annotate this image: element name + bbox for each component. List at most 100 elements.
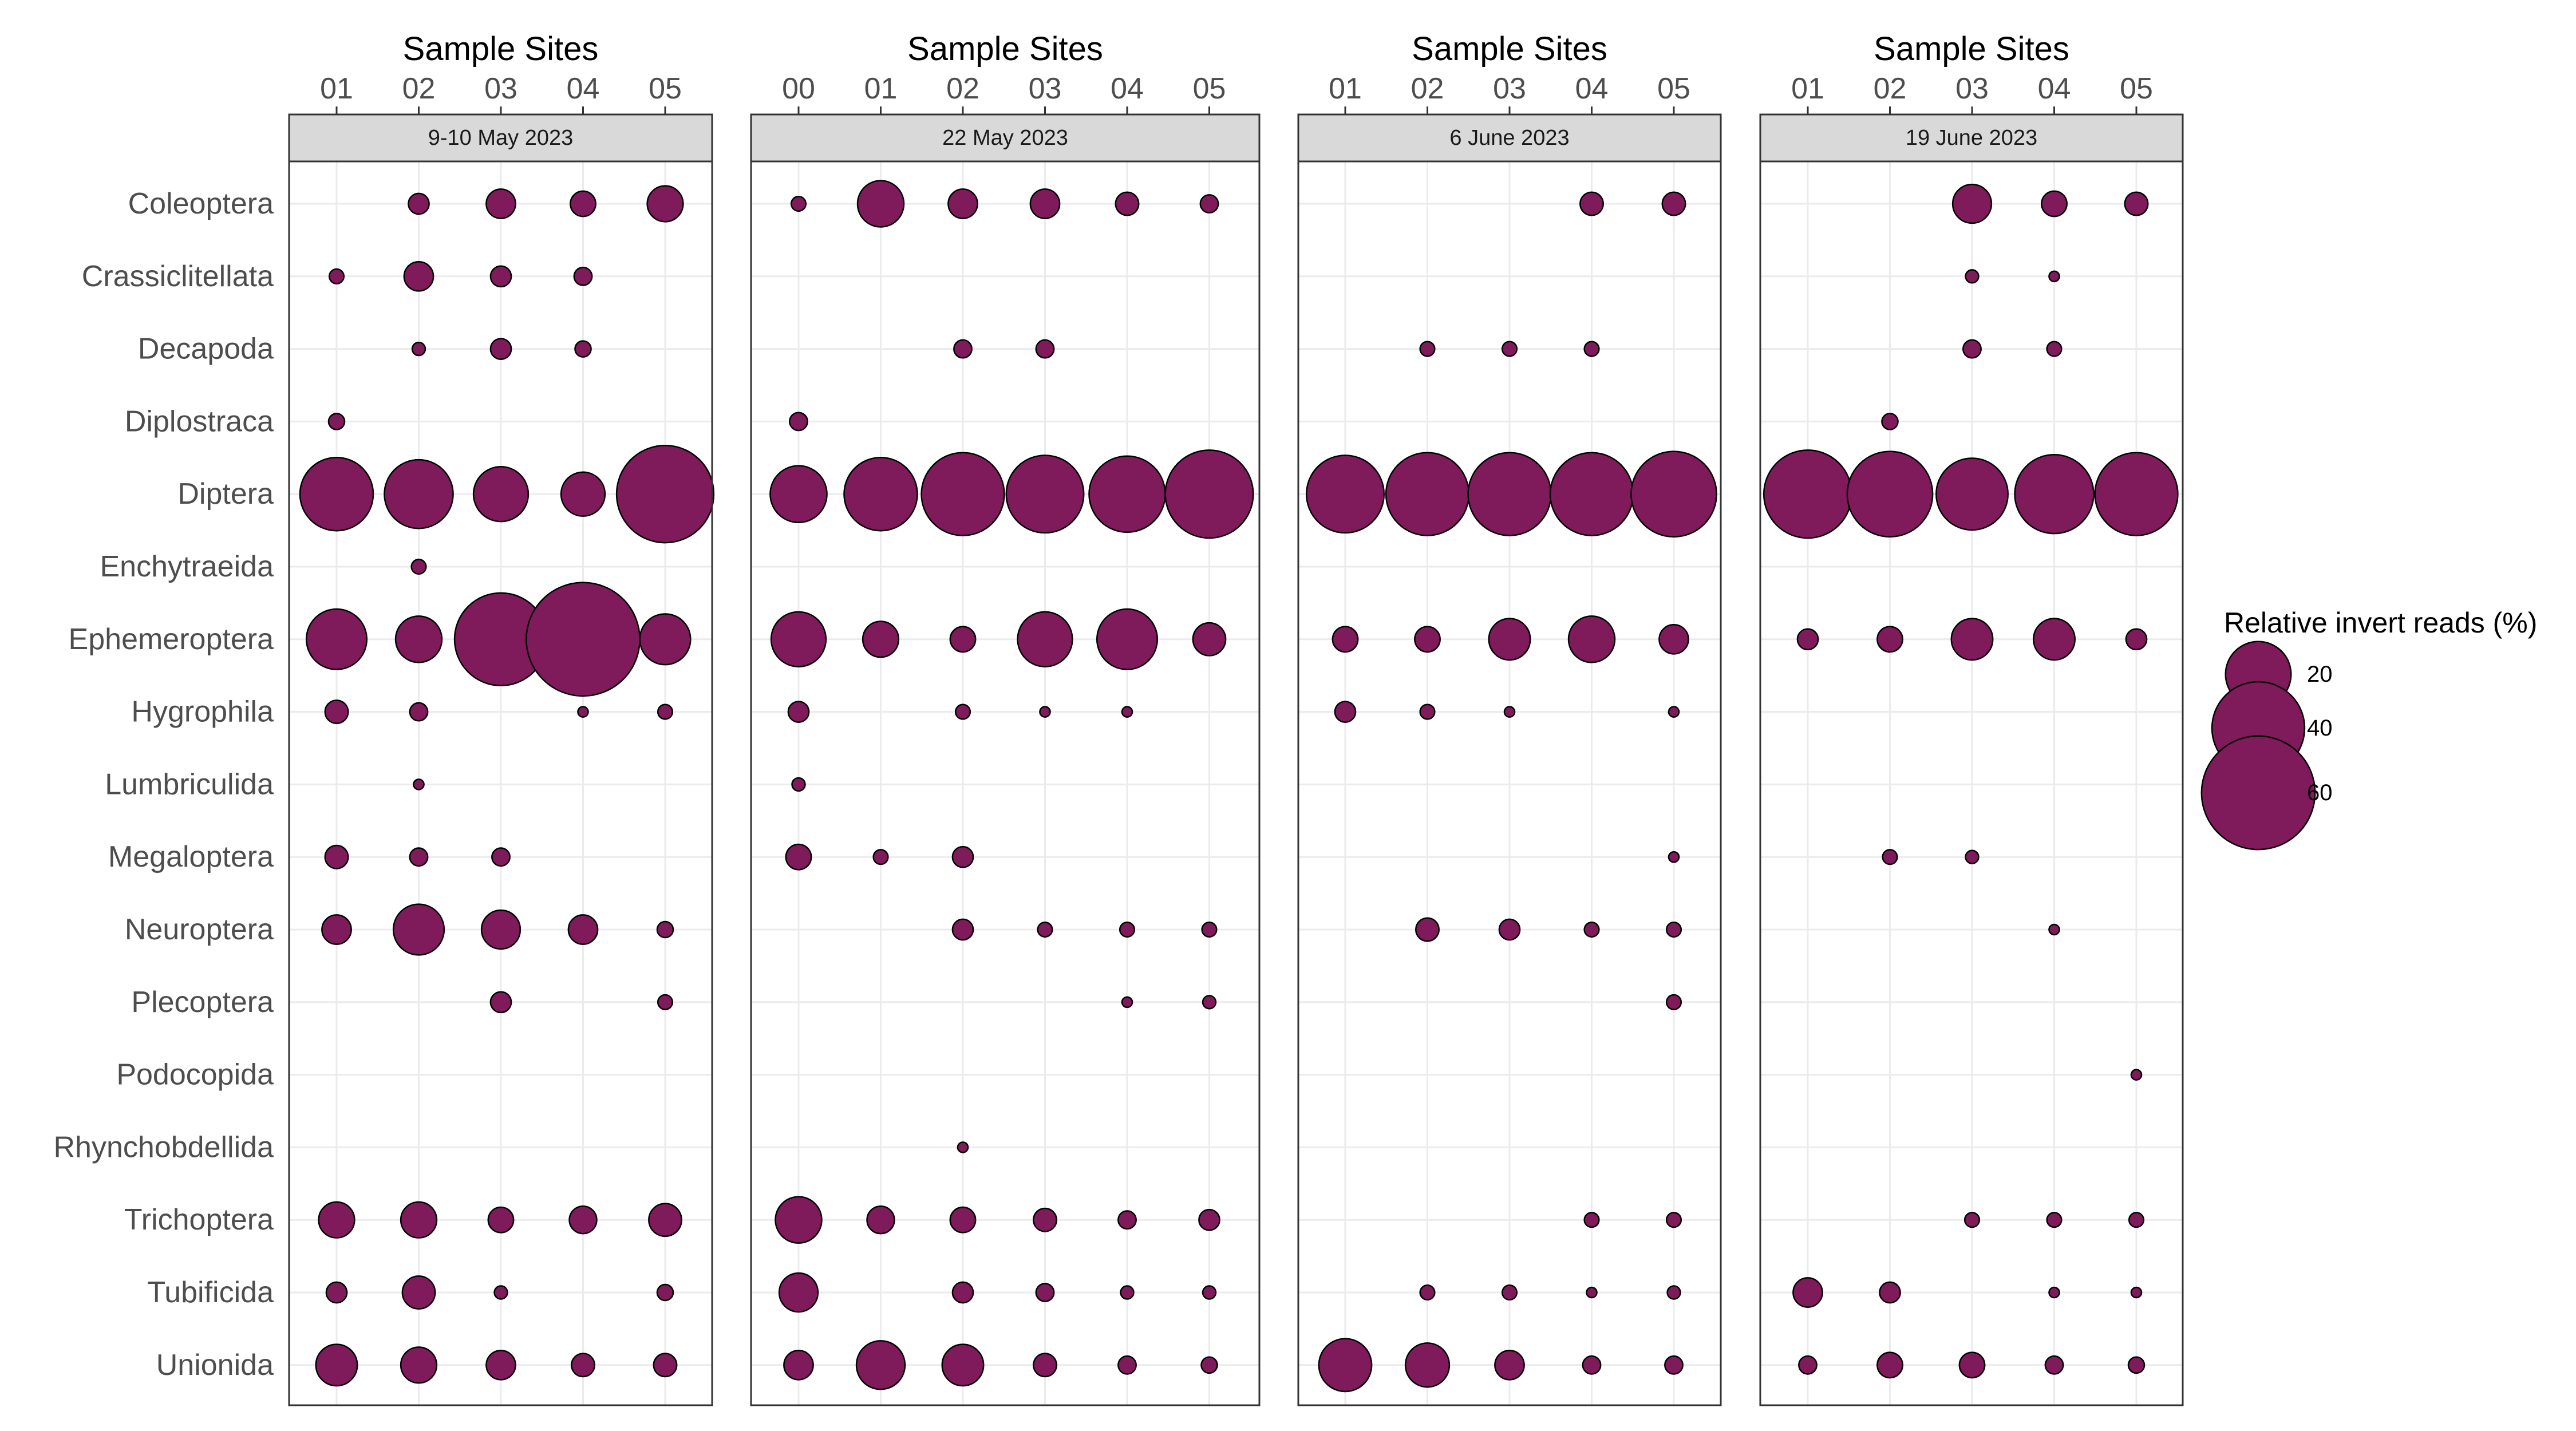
- data-point: [1965, 849, 1980, 864]
- data-point: [1962, 339, 1982, 359]
- data-point: [1963, 1212, 1981, 1228]
- data-point: [957, 1141, 969, 1153]
- data-point: [770, 611, 827, 667]
- data-point: [1164, 449, 1254, 539]
- data-point: [1120, 1285, 1135, 1300]
- data-point: [1846, 450, 1934, 538]
- data-point: [1549, 452, 1634, 536]
- x-tick-label: 03: [1493, 72, 1526, 105]
- data-point: [1117, 1210, 1137, 1230]
- data-point: [1498, 918, 1521, 941]
- data-point: [1121, 706, 1133, 718]
- data-point: [321, 914, 352, 945]
- x-tick-label: 05: [2120, 72, 2153, 105]
- data-point: [1202, 1285, 1217, 1300]
- x-axis-title: Sample Sites: [1412, 30, 1607, 68]
- data-point: [1665, 1212, 1682, 1228]
- data-point: [384, 458, 454, 529]
- y-tick-label: Coleoptera: [128, 187, 274, 220]
- y-tick-label: Trichoptera: [124, 1203, 274, 1236]
- data-point: [413, 778, 425, 790]
- data-point: [1033, 1353, 1057, 1378]
- legend-label: 40: [2307, 716, 2333, 741]
- data-point: [1583, 341, 1600, 357]
- facet-strip: [750, 113, 1261, 163]
- data-point: [489, 991, 512, 1014]
- legend-title: Relative invert reads (%): [2224, 607, 2537, 639]
- x-tick-label: 05: [649, 72, 682, 105]
- data-point: [1202, 995, 1217, 1010]
- x-tick-label: 01: [1329, 72, 1362, 105]
- y-tick-label: Podocopida: [116, 1058, 274, 1092]
- data-point: [1658, 623, 1689, 655]
- data-point: [783, 1349, 814, 1381]
- data-point: [656, 920, 674, 939]
- data-point: [410, 558, 427, 575]
- data-point: [1199, 194, 1219, 214]
- data-point: [1332, 626, 1359, 653]
- x-tick-label: 01: [1791, 72, 1824, 105]
- data-point: [571, 1353, 595, 1378]
- x-tick-label: 03: [1029, 72, 1062, 105]
- data-point: [315, 1343, 358, 1387]
- data-point: [485, 1349, 516, 1381]
- data-point: [570, 190, 596, 218]
- x-tick-label: 00: [782, 72, 815, 105]
- data-point: [1935, 457, 2009, 531]
- data-point: [1796, 628, 1819, 651]
- data-point: [1881, 413, 1899, 430]
- facet-strip: [1297, 113, 1722, 163]
- data-point: [327, 413, 346, 430]
- data-point: [1501, 1284, 1518, 1301]
- y-tick-label: Crassiclitellata: [82, 260, 274, 293]
- data-point: [1017, 611, 1073, 667]
- data-point: [1798, 1355, 1818, 1375]
- data-point: [568, 1205, 598, 1235]
- data-point: [920, 452, 1005, 536]
- data-point: [862, 620, 900, 658]
- data-point: [1306, 454, 1385, 534]
- facet-strip: [1759, 113, 2184, 163]
- y-tick-label: Enchytraeida: [100, 550, 274, 583]
- data-point: [574, 340, 592, 358]
- x-tick-label: 02: [402, 72, 436, 105]
- data-point: [1666, 1285, 1681, 1300]
- data-point: [1005, 454, 1085, 534]
- data-point: [646, 185, 684, 223]
- y-tick-label: Tubificida: [147, 1276, 274, 1309]
- data-point: [949, 1206, 977, 1234]
- data-point: [324, 844, 349, 869]
- data-point: [2124, 191, 2149, 216]
- data-point: [305, 608, 368, 670]
- data-point: [2128, 1212, 2145, 1228]
- legend-key: [2200, 735, 2316, 851]
- x-tick-label: 01: [864, 72, 898, 105]
- data-point: [1876, 1351, 1903, 1379]
- y-axis-labels: Coleoptera Crassiclitellata Decapoda Diplos…: [54, 187, 274, 1382]
- data-point: [656, 1283, 674, 1302]
- data-point: [941, 1343, 985, 1387]
- x-axis-title: Sample Sites: [1874, 30, 2069, 68]
- x-tick-label: 04: [1111, 72, 1144, 105]
- data-point: [639, 613, 692, 666]
- data-point: [1198, 1208, 1220, 1231]
- data-point: [789, 412, 808, 432]
- x-tick-label: 01: [320, 72, 353, 105]
- y-tick-label: Diplostraca: [125, 405, 274, 438]
- data-point: [485, 188, 516, 219]
- data-point: [1665, 994, 1682, 1010]
- data-point: [1661, 191, 1686, 216]
- data-point: [949, 626, 977, 653]
- data-point: [1404, 1342, 1451, 1388]
- data-point: [2014, 454, 2095, 535]
- data-point: [472, 466, 530, 523]
- data-point: [1201, 921, 1218, 938]
- data-point: [1039, 706, 1051, 718]
- data-point: [2048, 1286, 2060, 1299]
- data-point: [1117, 1355, 1137, 1375]
- data-point: [951, 845, 974, 868]
- data-point: [526, 582, 641, 697]
- data-point: [1567, 615, 1616, 663]
- facet-panel: 9-10 May 2023 01 02 03 04 05 Sample Sites: [288, 30, 715, 1406]
- facet-panel: 22 May 2023 00 01 02 03 04 05 Sample Sites: [750, 30, 1261, 1406]
